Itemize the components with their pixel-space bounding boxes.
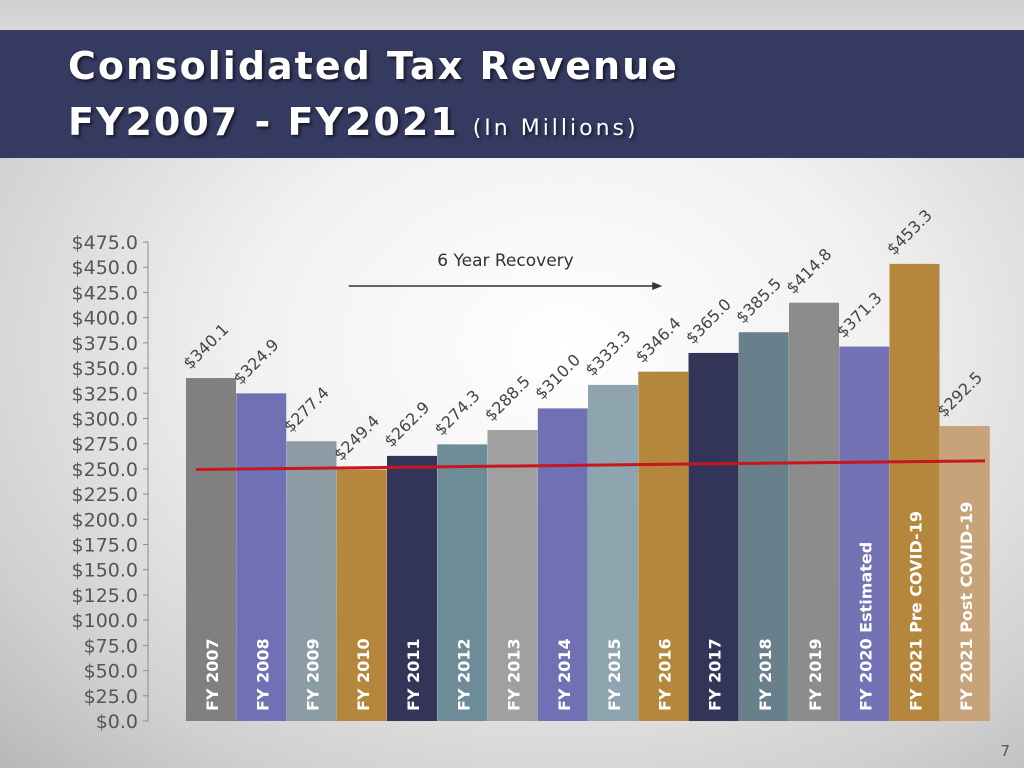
data-label: $346.4 [632, 313, 685, 366]
y-tick-label: $175.0 [72, 535, 138, 557]
category-label: FY 2021 Pre COVID-19 [907, 511, 926, 711]
category-label: FY 2019 [806, 638, 825, 711]
data-label: $274.3 [431, 386, 484, 439]
data-label: $249.4 [330, 411, 383, 464]
category-label: FY 2021 Post COVID-19 [957, 502, 976, 711]
y-tick-label: $425.0 [72, 282, 138, 304]
subtitle-unit: (In Millions) [472, 116, 639, 141]
y-tick-label: $0.0 [96, 711, 138, 733]
bar [789, 302, 839, 721]
y-tick-label: $275.0 [72, 434, 138, 456]
data-label: $414.8 [782, 245, 835, 298]
y-tick-label: $25.0 [84, 686, 138, 708]
y-tick-label: $450.0 [72, 257, 138, 279]
y-tick-label: $125.0 [72, 585, 138, 607]
slide-title: Consolidated Tax Revenue [68, 44, 679, 88]
y-tick-label: $150.0 [72, 560, 138, 582]
data-label: $324.9 [230, 335, 283, 388]
data-label: $371.3 [833, 288, 886, 341]
page-number: 7 [1000, 742, 1010, 760]
bar [738, 332, 789, 721]
title-bar [0, 30, 1024, 158]
category-label: FY 2017 [706, 638, 725, 711]
bar [487, 430, 538, 721]
category-label: FY 2009 [304, 638, 323, 711]
data-label: $292.5 [933, 368, 986, 421]
bar [286, 441, 337, 721]
bar [236, 393, 287, 721]
bar [638, 371, 689, 721]
subtitle-years: FY2007 - FY2021 [68, 100, 459, 144]
recovery-label: 6 Year Recovery [437, 251, 573, 271]
bar [186, 378, 236, 721]
bar [336, 469, 387, 721]
category-label: FY 2011 [404, 638, 423, 711]
trend-line [195, 459, 986, 471]
data-label: $288.5 [481, 372, 534, 425]
category-label: FY 2016 [655, 638, 674, 711]
slide-subtitle: FY2007 - FY2021 (In Millions) [68, 100, 639, 144]
category-label: FY 2007 [203, 638, 222, 711]
top-strip [0, 0, 1024, 30]
data-label: $277.4 [280, 383, 333, 436]
bar [537, 408, 588, 721]
data-label: $453.3 [883, 206, 936, 259]
y-tick-label: $350.0 [72, 358, 138, 380]
bar [387, 455, 437, 721]
y-tick-label: $250.0 [72, 459, 138, 481]
category-label: FY 2018 [756, 638, 775, 711]
category-label: FY 2015 [605, 638, 624, 711]
data-label: $310.0 [531, 350, 584, 403]
category-label: FY 2010 [354, 638, 373, 711]
bar [688, 352, 739, 721]
category-label: FY 2014 [555, 638, 574, 711]
data-label: $365.0 [682, 295, 735, 348]
category-label: FY 2008 [253, 638, 272, 711]
category-label: FY 2020 Estimated [856, 542, 875, 711]
y-tick-label: $200.0 [72, 509, 138, 531]
data-label: $333.3 [581, 327, 634, 380]
y-tick-label: $375.0 [72, 333, 138, 355]
y-tick-label: $300.0 [72, 408, 138, 430]
data-label: $262.9 [380, 398, 433, 451]
bar [839, 346, 890, 721]
bar [889, 263, 940, 721]
y-tick-label: $325.0 [72, 383, 138, 405]
category-label: FY 2012 [454, 638, 473, 711]
bar [939, 426, 990, 721]
category-label: FY 2013 [505, 638, 524, 711]
y-tick-label: $100.0 [72, 610, 138, 632]
data-label: $385.5 [732, 274, 785, 327]
y-tick-label: $50.0 [84, 661, 138, 683]
y-tick-label: $475.0 [72, 232, 138, 254]
bar [437, 444, 488, 721]
bar [588, 384, 638, 721]
y-tick-label: $400.0 [72, 308, 138, 330]
recovery-arrow-head [652, 282, 663, 290]
y-tick-label: $225.0 [72, 484, 138, 506]
data-label: $340.1 [179, 320, 232, 373]
y-tick-label: $75.0 [84, 635, 138, 657]
